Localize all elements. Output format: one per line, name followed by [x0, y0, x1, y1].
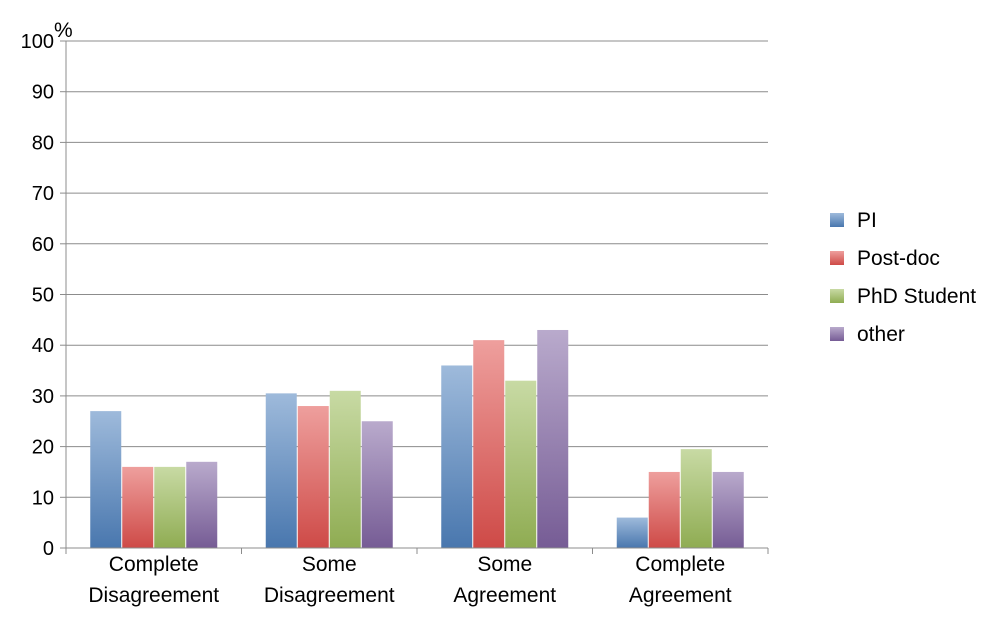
- bar-phd-student-1: [329, 390, 361, 548]
- bars: [90, 329, 744, 548]
- y-tick-label: 50: [32, 285, 54, 307]
- bar-post-doc-1: [297, 406, 329, 548]
- y-tick-label: 0: [43, 538, 54, 560]
- y-tick-label: 30: [32, 386, 54, 408]
- x-category-label: Complete Agreement: [629, 553, 732, 607]
- bar-pi-0: [90, 411, 122, 548]
- y-tick-label: 90: [32, 82, 54, 104]
- bar-phd-student-2: [505, 380, 537, 548]
- x-category-label: Some Agreement: [453, 553, 556, 607]
- bar-other-3: [712, 471, 744, 548]
- axes: 0 10 20 30 40 50 60 70 80 90 100 Complete Disagreeme…: [21, 31, 769, 607]
- legend-label: other: [857, 323, 905, 346]
- y-tick-label: 70: [32, 183, 54, 205]
- y-tick-label: 40: [32, 335, 54, 357]
- bar-other-1: [361, 421, 393, 548]
- legend-swatch-phd-student: [830, 289, 844, 303]
- bar-other-2: [537, 329, 569, 548]
- bar-phd-student-3: [680, 449, 712, 548]
- legend-swatch-post-doc: [830, 251, 844, 265]
- bar-other-0: [186, 461, 218, 548]
- bar-pi-3: [616, 517, 648, 548]
- legend: PI Post-doc PhD Student other: [830, 209, 976, 346]
- y-tick-label: 80: [32, 132, 54, 154]
- bar-pi-2: [441, 365, 473, 548]
- legend-swatch-pi: [830, 213, 844, 227]
- bar-phd-student-0: [154, 466, 186, 548]
- y-tick-label: 100: [21, 31, 54, 53]
- legend-swatch-other: [830, 327, 844, 341]
- x-category-label: Some Disagreement: [264, 553, 395, 607]
- y-axis-unit-label: %: [54, 19, 73, 42]
- gridlines: [66, 40, 768, 498]
- legend-label: Post-doc: [857, 247, 940, 270]
- legend-label: PhD Student: [857, 285, 976, 308]
- bar-post-doc-3: [648, 471, 680, 548]
- y-tick-label: 10: [32, 487, 54, 509]
- bar-post-doc-2: [473, 340, 505, 548]
- legend-label: PI: [857, 209, 877, 232]
- y-tick-label: 20: [32, 437, 54, 459]
- bar-pi-1: [265, 393, 297, 548]
- y-tick-label: 60: [32, 234, 54, 256]
- bar-post-doc-0: [122, 466, 154, 548]
- x-category-label: Complete Disagreement: [88, 553, 219, 607]
